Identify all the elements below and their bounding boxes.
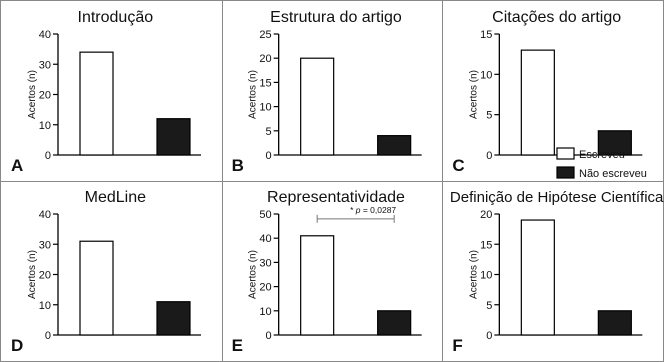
y-tick-label: 15: [259, 77, 271, 89]
chart-panel-b: Estrutura do artigo Acertos (n) 0 5 10 15 20 25…: [232, 9, 422, 175]
y-tick-label: 10: [39, 300, 51, 312]
panel-letter: C: [452, 156, 464, 175]
y-tick-label: 40: [39, 209, 51, 221]
y-tick-label: 20: [39, 270, 51, 282]
panel-title: Definição de Hipótese Científica: [450, 189, 664, 206]
panel-title: MedLine: [85, 189, 146, 206]
bar-escreveu: [520, 219, 555, 336]
y-tick-label: 20: [259, 282, 271, 294]
y-tick-label: 0: [486, 330, 492, 342]
y-tick-label: 25: [259, 29, 271, 41]
legend-label: Escreveu: [579, 149, 625, 161]
y-tick-label: 10: [480, 69, 492, 81]
y-tick-label: 20: [259, 53, 271, 65]
y-tick-label: 0: [486, 150, 492, 162]
chart-panel-d: MedLine Acertos (n) 0 10 20 30 40 D: [11, 189, 201, 355]
y-axis-label: Acertos (n): [468, 250, 479, 299]
y-tick-label: 15: [480, 29, 492, 41]
bar-nao-escreveu: [377, 135, 412, 156]
y-tick-label: 0: [266, 330, 272, 342]
panel-letter: B: [232, 156, 244, 175]
panel-letter: D: [11, 336, 23, 355]
y-tick-label: 20: [480, 209, 492, 221]
y-axis-label: Acertos (n): [248, 70, 259, 119]
bar-nao-escreveu: [156, 301, 191, 336]
bar-nao-escreveu: [597, 130, 632, 156]
p-value-symbol: p: [355, 205, 361, 215]
y-axis-label: Acertos (n): [27, 70, 38, 119]
y-tick-label: 10: [39, 120, 51, 132]
legend-swatch: [556, 166, 575, 179]
chart-panel-f: Definição de Hipótese Científica Acertos …: [450, 189, 664, 355]
bar-escreveu: [79, 51, 114, 156]
legend: Escreveu Não escreveu: [556, 147, 647, 180]
bar-escreveu: [300, 235, 335, 336]
panel-title: Estrutura do artigo: [270, 9, 402, 26]
bar-escreveu: [520, 49, 555, 156]
bar-nao-escreveu: [156, 118, 191, 156]
bar-nao-escreveu: [377, 310, 412, 336]
p-value-prefix: *: [350, 205, 356, 215]
y-tick-label: 5: [486, 110, 492, 122]
y-tick-label: 30: [39, 59, 51, 71]
chart-panel-a: Introdução Acertos (n) 0 10 20 30 40 A: [11, 9, 201, 175]
y-tick-label: 30: [39, 239, 51, 251]
p-value-annotation: * p = 0,0287: [350, 205, 396, 215]
y-tick-label: 10: [259, 102, 271, 114]
y-tick-label: 20: [39, 90, 51, 102]
legend-label: Não escreveu: [579, 168, 647, 180]
panel-title: Introdução: [78, 9, 154, 26]
panel-letter: F: [452, 336, 462, 355]
y-tick-label: 0: [266, 150, 272, 162]
bar-escreveu: [79, 240, 114, 336]
bar-nao-escreveu: [597, 310, 632, 336]
y-tick-label: 0: [45, 330, 51, 342]
y-tick-label: 5: [266, 126, 272, 138]
panel-letter: A: [11, 156, 23, 175]
y-tick-label: 15: [480, 239, 492, 251]
y-axis-label: Acertos (n): [468, 70, 479, 119]
bar-escreveu: [300, 57, 335, 156]
panel-title: Representatividade: [267, 189, 405, 206]
y-axis-label: Acertos (n): [27, 250, 38, 299]
y-tick-label: 40: [259, 233, 271, 245]
y-tick-label: 0: [45, 150, 51, 162]
y-axis-label: Acertos (n): [248, 250, 259, 299]
y-tick-label: 10: [480, 270, 492, 282]
p-value-text: = 0,0287: [360, 205, 396, 215]
y-tick-label: 40: [39, 29, 51, 41]
y-tick-label: 50: [259, 209, 271, 221]
y-tick-label: 10: [259, 306, 271, 318]
chart-panel-e: Representatividade Acertos (n) 0 10 20 30 40 50…: [232, 189, 422, 355]
panel-letter: E: [232, 336, 243, 355]
y-tick-label: 30: [259, 257, 271, 269]
panel-title: Citações do artigo: [492, 9, 621, 26]
y-tick-label: 5: [486, 300, 492, 312]
legend-swatch: [556, 147, 575, 160]
